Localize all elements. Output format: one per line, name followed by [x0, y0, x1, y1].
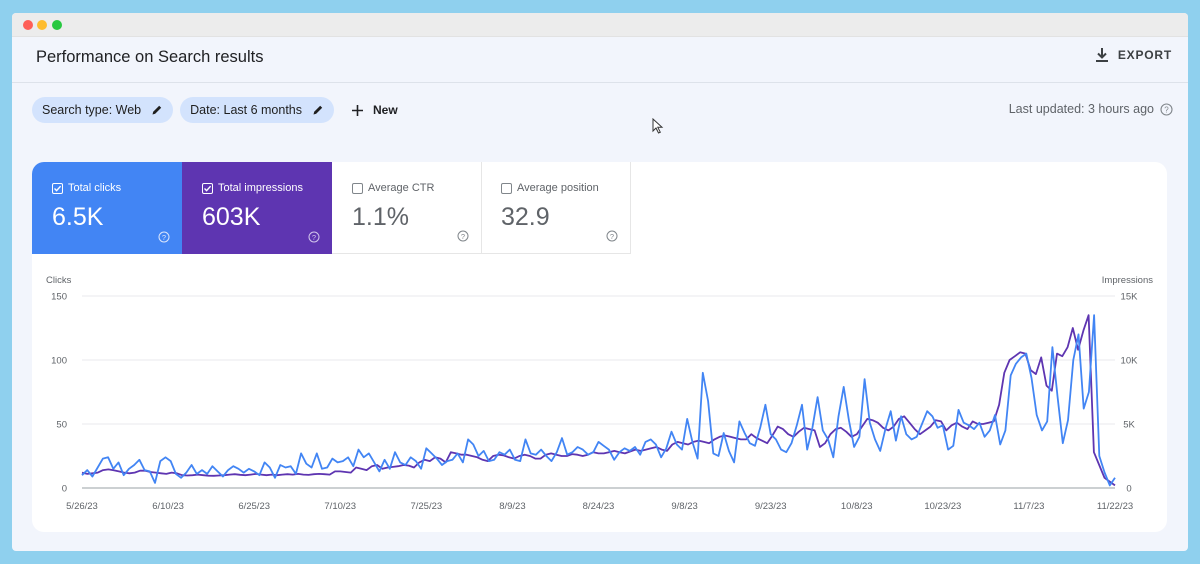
left-axis-label: Clicks	[46, 275, 72, 286]
window-titlebar	[12, 13, 1188, 37]
svg-text:?: ?	[162, 233, 166, 242]
new-filter-button[interactable]: New	[351, 103, 398, 117]
metric-label: Total impressions	[218, 182, 303, 194]
last-updated: Last updated: 3 hours ago ?	[1009, 102, 1173, 116]
x-axis-tick: 6/10/23	[152, 501, 184, 512]
x-axis-tick: 8/24/23	[583, 501, 615, 512]
metric-tile-total-impressions[interactable]: Total impressions 603K ?	[182, 162, 332, 254]
filter-chip-date[interactable]: Date: Last 6 months	[180, 97, 335, 123]
new-filter-label: New	[373, 103, 398, 117]
x-axis-tick: 9/8/23	[671, 501, 697, 512]
svg-text:?: ?	[461, 232, 465, 241]
metric-label: Average position	[517, 182, 599, 194]
right-axis-tick: 10K	[1121, 356, 1139, 367]
metric-label-row: Average position	[501, 182, 599, 194]
page-title: Performance on Search results	[36, 48, 264, 66]
help-icon[interactable]: ?	[606, 230, 618, 242]
checkbox-unchecked-icon[interactable]	[501, 182, 512, 194]
metric-value: 1.1%	[352, 203, 409, 231]
metric-value: 6.5K	[52, 203, 104, 231]
plus-icon	[352, 104, 364, 116]
metric-label-row: Total clicks	[52, 182, 121, 194]
download-icon	[1095, 48, 1108, 62]
x-axis-tick: 11/7/23	[1013, 501, 1044, 512]
x-axis-tick: 8/9/23	[499, 501, 525, 512]
right-axis-tick: 0	[1126, 484, 1131, 495]
series-line-clicks	[81, 314, 1116, 487]
pencil-icon	[313, 105, 323, 115]
export-label: EXPORT	[1117, 48, 1172, 62]
right-axis-label: Impressions	[1102, 275, 1153, 286]
x-axis-tick: 5/26/23	[66, 501, 98, 512]
left-axis-tick: 100	[51, 356, 67, 367]
help-icon[interactable]: ?	[457, 230, 469, 242]
help-icon[interactable]: ?	[158, 231, 170, 243]
metric-tile-total-clicks[interactable]: Total clicks 6.5K ?	[32, 162, 182, 254]
x-axis-tick: 10/8/23	[841, 501, 873, 512]
metric-tile-average-ctr[interactable]: Average CTR 1.1% ?	[332, 162, 482, 254]
performance-card: Total clicks 6.5K ? Total impressions 60…	[32, 162, 1167, 532]
pencil-icon	[152, 105, 162, 115]
filter-chip-search-type[interactable]: Search type: Web	[32, 97, 174, 123]
x-axis-tick: 9/23/23	[755, 501, 787, 512]
x-axis-tick: 10/23/23	[924, 501, 961, 512]
filter-bar: Search type: Web Date: Last 6 months New	[32, 97, 398, 123]
metric-tile-average-position[interactable]: Average position 32.9 ?	[481, 162, 631, 254]
help-icon[interactable]: ?	[1160, 102, 1173, 116]
checkbox-unchecked-icon[interactable]	[352, 182, 363, 194]
checkbox-checked-icon[interactable]	[202, 182, 213, 194]
svg-text:?: ?	[1164, 105, 1169, 114]
performance-chart[interactable]: Clicks Impressions 0 0 50 5K 100 10K 150 15K 5/2…	[32, 262, 1167, 532]
x-axis-tick: 7/25/23	[410, 501, 442, 512]
window-minimize-button[interactable]	[37, 20, 47, 30]
metric-label: Average CTR	[368, 182, 435, 194]
right-axis-tick: 15K	[1121, 292, 1139, 303]
left-axis-tick: 150	[51, 292, 67, 303]
metric-label-row: Total impressions	[202, 182, 303, 194]
last-updated-text: Last updated: 3 hours ago	[1008, 102, 1154, 116]
filter-chip-label: Date: Last 6 months	[190, 103, 303, 117]
browser-window: Performance on Search results EXPORT Sea…	[12, 13, 1188, 551]
window-close-button[interactable]	[23, 20, 33, 30]
filter-chip-label: Search type: Web	[42, 103, 142, 117]
checkbox-checked-icon[interactable]	[52, 182, 63, 194]
metric-value: 603K	[202, 203, 261, 231]
series-line-impressions	[81, 314, 1116, 487]
mouse-cursor-icon	[652, 118, 664, 134]
x-axis-tick: 7/10/23	[324, 501, 356, 512]
page-header: Performance on Search results EXPORT	[12, 37, 1188, 83]
export-button[interactable]: EXPORT	[1095, 47, 1172, 63]
metric-label: Total clicks	[68, 182, 122, 194]
x-axis-tick: 6/25/23	[238, 501, 270, 512]
left-axis-tick: 50	[56, 420, 67, 431]
right-axis-tick: 5K	[1123, 420, 1135, 431]
svg-text:?: ?	[312, 233, 316, 242]
metric-value: 32.9	[501, 203, 550, 231]
window-maximize-button[interactable]	[52, 20, 62, 30]
metric-label-row: Average CTR	[352, 182, 434, 194]
svg-text:?: ?	[610, 232, 614, 241]
help-icon[interactable]: ?	[308, 231, 320, 243]
x-axis-tick: 11/22/23	[1097, 501, 1133, 512]
left-axis-tick: 0	[62, 484, 67, 495]
